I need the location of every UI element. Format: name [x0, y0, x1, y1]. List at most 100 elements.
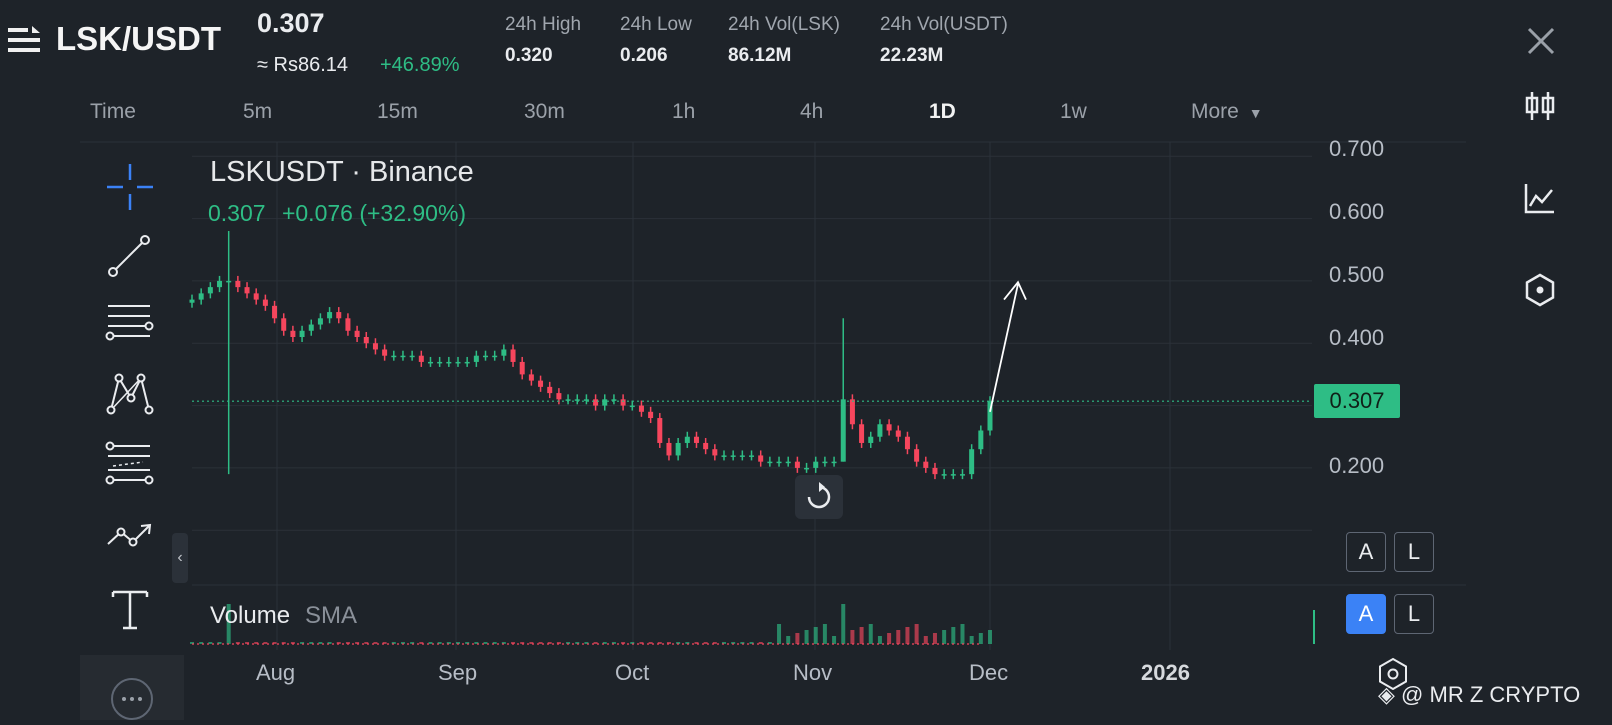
candle-body [794, 461, 800, 468]
volume-bar [611, 642, 616, 644]
volume-axis-log-button[interactable]: L [1394, 594, 1434, 634]
change-percent: +46.89% [380, 54, 460, 76]
more-tools-area[interactable] [80, 655, 184, 720]
candlestick-icon[interactable] [1522, 88, 1558, 124]
text-icon[interactable] [105, 584, 155, 634]
y-tick-label: 0.700 [1329, 136, 1385, 161]
candle-body [556, 393, 562, 400]
volume-bar [657, 642, 662, 644]
x-tick-label: Aug [256, 660, 296, 685]
volume-bar [556, 642, 561, 644]
path-icon[interactable] [105, 510, 155, 560]
volume-bar [446, 642, 451, 644]
volume-bar [731, 642, 736, 644]
candle-body [464, 361, 470, 364]
candle-body [483, 355, 489, 358]
price-axis-log-button[interactable]: L [1394, 532, 1434, 572]
candle-body [602, 399, 608, 406]
candle-body [638, 405, 644, 412]
candle-body [886, 424, 892, 431]
volume-bar [639, 642, 644, 644]
watermark-text: @ MR Z CRYPTO [1401, 682, 1581, 707]
crosshair-icon[interactable] [105, 162, 155, 212]
candle-body [712, 449, 718, 456]
volume-bar [960, 624, 965, 644]
tab-4h[interactable]: 4h [800, 100, 824, 123]
volume-bar [822, 624, 827, 644]
fib-icon[interactable] [105, 440, 155, 490]
candle-body [849, 399, 855, 425]
volume-bar [318, 642, 323, 644]
candle-body [363, 337, 369, 344]
line-chart-icon[interactable] [1522, 180, 1558, 216]
candle-body [776, 461, 782, 464]
trading-pair[interactable]: LSK/USDT [56, 20, 221, 57]
candle-body [767, 461, 773, 464]
volume-bar [437, 642, 442, 644]
y-tick-label: 0.500 [1329, 262, 1385, 287]
volume-bar [988, 630, 992, 644]
pattern-icon[interactable] [105, 368, 155, 418]
volume-bar [400, 642, 405, 644]
tab-30m[interactable]: 30m [524, 100, 565, 123]
candle-body [345, 318, 351, 331]
candle-body [400, 355, 406, 358]
candle-body [253, 293, 259, 300]
candle-body [354, 330, 360, 337]
volume-bar [593, 642, 598, 644]
tab-15m[interactable]: 15m [377, 100, 418, 123]
candle-body [904, 436, 910, 450]
candle-body [217, 280, 223, 288]
volume-bar [465, 642, 470, 644]
volume-bar [263, 642, 268, 644]
volume-bar [501, 642, 506, 644]
volume-bar [364, 642, 369, 644]
horizontal-lines-icon[interactable] [105, 300, 155, 350]
tab-1w[interactable]: 1w [1060, 100, 1087, 123]
price-axis-auto-button[interactable]: A [1346, 532, 1386, 572]
collapse-toolbar-icon[interactable]: ‹ [172, 533, 188, 583]
close-icon[interactable] [1524, 24, 1558, 58]
volume-bar [758, 642, 763, 644]
tab-5m[interactable]: 5m [243, 100, 273, 123]
x-tick-label: 2026 [1141, 660, 1190, 685]
tab-1h[interactable]: 1h [672, 100, 696, 123]
candle-body [813, 461, 819, 468]
volume-axis-auto-button[interactable]: A [1346, 594, 1386, 634]
tab-time[interactable]: Time [90, 100, 136, 123]
volume-bar [382, 642, 387, 644]
candle-body [538, 380, 544, 387]
candle-body [583, 399, 589, 401]
candle-body [547, 386, 553, 394]
x-tick-label: Dec [969, 660, 1009, 685]
last-price: 0.307 [257, 8, 325, 38]
stat-value-24h-high: 0.320 [505, 45, 553, 66]
tab-1d[interactable]: 1D [929, 100, 956, 123]
tab-more[interactable]: More ▼ [1191, 100, 1263, 124]
stat-label-24h-high: 24h High [505, 14, 582, 35]
volume-bar [538, 642, 543, 644]
candle-body [859, 424, 865, 443]
trendline-icon[interactable] [105, 230, 155, 280]
menu-icon[interactable] [8, 26, 42, 54]
volume-bar [685, 642, 690, 644]
candle-body [446, 361, 452, 364]
volume-bar [419, 642, 424, 644]
candle-body [593, 399, 599, 406]
drawing-toolbar [80, 150, 180, 650]
candle-body [207, 287, 213, 294]
stat-value-24h-vol-usdt: 22.23M [880, 45, 944, 66]
volume-bar [217, 642, 222, 644]
volume-bar [648, 642, 653, 644]
candle-body [822, 461, 828, 464]
volume-bar [410, 642, 415, 644]
volume-bar [712, 642, 717, 644]
indicator-hexagon-icon[interactable] [1522, 272, 1558, 308]
candle-body [409, 355, 415, 358]
caret-down-icon: ▼ [1248, 105, 1263, 121]
candle-body [372, 343, 378, 350]
volume-bar [740, 642, 745, 644]
candle-body [565, 399, 571, 401]
reset-view-button[interactable] [795, 475, 843, 519]
